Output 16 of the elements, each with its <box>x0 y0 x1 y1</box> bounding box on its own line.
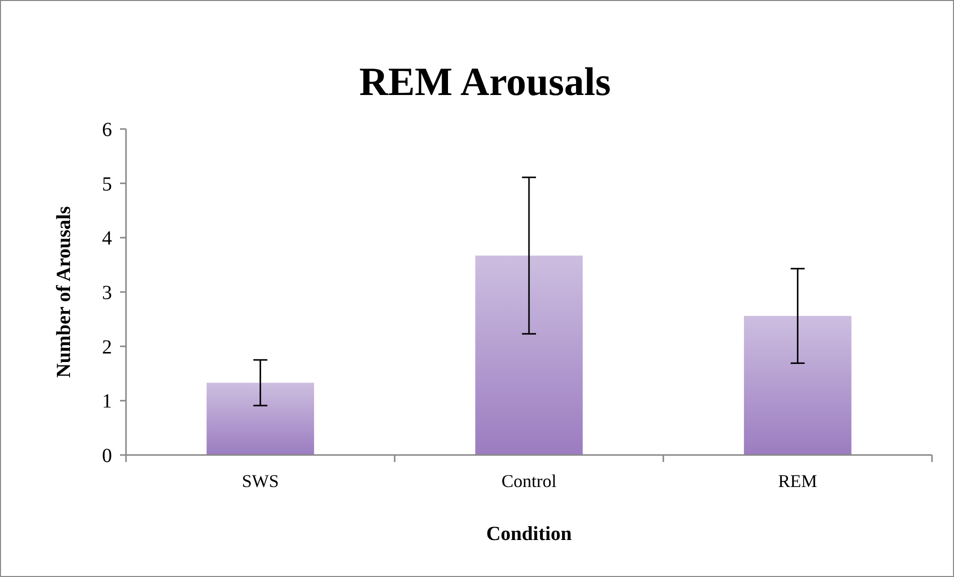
x-axis-title: Condition <box>486 523 572 545</box>
x-tick-label: REM <box>778 471 818 491</box>
y-tick-label: 6 <box>102 119 112 141</box>
bar <box>744 316 852 455</box>
y-tick-label: 1 <box>102 390 112 413</box>
y-axis-title: Number of Arousals <box>53 206 75 378</box>
bar <box>475 256 583 455</box>
y-tick-label: 0 <box>102 445 112 467</box>
y-tick-label: 4 <box>102 228 112 250</box>
chart-title: REM Arousals <box>359 59 611 104</box>
x-tick-label: SWS <box>242 471 279 491</box>
bar <box>206 382 314 455</box>
y-tick-label: 5 <box>102 173 112 196</box>
x-tick-label: Control <box>501 471 557 491</box>
y-tick-label: 2 <box>102 336 112 358</box>
y-tick-label: 3 <box>102 282 112 304</box>
